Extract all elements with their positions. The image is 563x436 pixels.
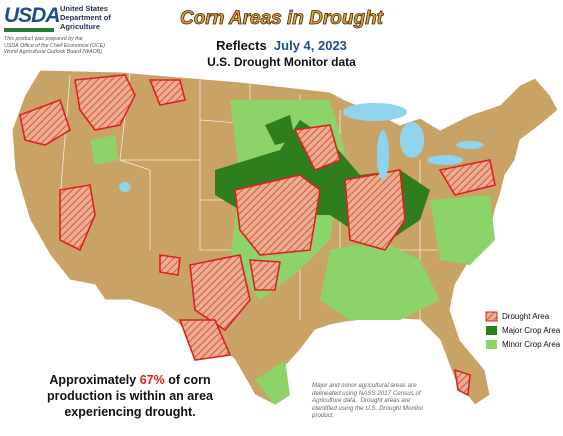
legend	[485, 311, 498, 349]
minor-crop-area	[430, 195, 495, 265]
drought-area	[148, 79, 186, 106]
drought-area	[344, 169, 406, 251]
drought-area	[234, 174, 321, 256]
footnote-line: identified using the U.S. Drought Monito…	[312, 404, 424, 412]
minor-crop-area	[320, 240, 440, 320]
drought-area	[249, 259, 281, 291]
drought-area	[293, 124, 341, 172]
drought-areas	[19, 74, 496, 397]
drought-area	[19, 98, 71, 146]
summary-text: Approximately	[49, 373, 140, 387]
credit-line: This product was prepared by the	[4, 36, 83, 42]
lake	[119, 182, 131, 192]
legend-swatch	[485, 311, 498, 322]
summary-line: Approximately 67% of corn	[10, 372, 250, 388]
drought-area	[59, 184, 96, 252]
minor-crop-area	[90, 135, 118, 165]
major-crop-area	[265, 115, 295, 145]
credit-line: World Agricultural Outlook Board (WAOB)	[4, 49, 103, 55]
subtitle-prefix: Reflects	[216, 38, 267, 53]
drought-area	[438, 159, 496, 196]
logo: USDA	[4, 4, 61, 27]
summary-line: experiencing drought.	[64, 405, 196, 419]
footnote-line: delineated using NASS 2017 Census of	[312, 389, 421, 397]
drought-area	[159, 254, 181, 276]
summary-text: of corn	[164, 373, 211, 387]
credit: This product was prepared by the USDA Off…	[4, 36, 105, 56]
subtitle-date: July 4, 2023	[273, 38, 347, 53]
agency-line: Department of	[60, 13, 111, 22]
footnote-line: Major and minor agricultural areas are	[312, 382, 417, 389]
footnote: Major and minor agricultural areas are de…	[312, 382, 423, 420]
legend-label: Major Crop Area	[502, 326, 561, 335]
summary-share: 67%	[139, 373, 165, 387]
legend-label: Drought Area	[502, 312, 550, 321]
footnote-line: Agriculture data. Drought areas are	[312, 397, 411, 405]
footnote-line: product.	[312, 412, 335, 420]
title: Corn Areas in Drought	[179, 8, 384, 30]
agency-line: Agriculture	[60, 22, 101, 31]
lake	[377, 130, 389, 180]
summary-line: production is within an area	[47, 389, 213, 403]
minor-crop-area	[255, 360, 290, 405]
subtitle: Reflects July 4, 2023	[0, 38, 563, 53]
agency-name: United States Department of Agriculture	[60, 4, 111, 31]
credit-line: USDA Office of the Chief Economist (OCE)	[4, 42, 106, 49]
subtitle-source: U.S. Drought Monitor data	[207, 55, 356, 69]
drought-area	[74, 74, 136, 131]
drought-area	[454, 368, 471, 397]
lake	[400, 122, 424, 158]
legend-swatch	[486, 326, 497, 335]
legend-label: Minor Crop Area	[502, 340, 561, 349]
drought-area	[189, 254, 251, 332]
logo-bar	[4, 28, 54, 32]
legend-swatch	[486, 340, 497, 349]
lakes	[119, 103, 484, 192]
lake	[343, 103, 407, 121]
drought-area	[178, 319, 232, 361]
lake	[456, 141, 484, 149]
agency-line: United States	[60, 4, 108, 13]
lake	[427, 155, 463, 165]
summary: Approximately 67% of corn production is w…	[10, 372, 250, 420]
